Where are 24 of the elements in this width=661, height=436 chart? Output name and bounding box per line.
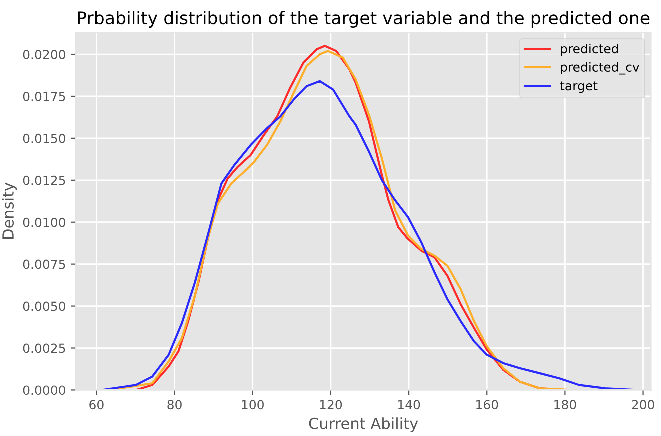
chart-title: Prbability distribution of the target variable and the predicted one	[78, 11, 650, 28]
y-tick-label: 0.0025	[23, 344, 66, 354]
y-tick-label: 0.0000	[23, 386, 66, 396]
y-tick-label: 0.0200	[23, 50, 66, 60]
y-tick-label: 0.0050	[23, 302, 66, 312]
legend-label: predicted	[561, 44, 618, 56]
y-tick-label: 0.0150	[23, 134, 66, 144]
x-tick-label: 160	[476, 400, 498, 410]
x-tick-label: 180	[554, 400, 576, 410]
y-tick-label: 0.0125	[23, 176, 66, 186]
y-tick-label: 0.0175	[23, 92, 66, 102]
y-tick-label: 0.0100	[23, 218, 66, 228]
y-axis-title: Density	[2, 182, 17, 239]
y-tick-label: 0.0075	[23, 260, 66, 270]
legend-label: predicted_cv	[561, 62, 640, 75]
x-tick-label: 60	[90, 400, 104, 410]
x-tick-label: 140	[398, 400, 420, 410]
x-tick-label: 80	[168, 400, 182, 410]
x-tick-label: 200	[632, 400, 654, 410]
x-tick-label: 120	[320, 400, 342, 410]
line-series	[100, 80, 638, 390]
x-tick-label: 100	[242, 400, 264, 410]
x-axis-title: Current Ability	[309, 418, 418, 432]
legend-label: target	[560, 82, 598, 94]
